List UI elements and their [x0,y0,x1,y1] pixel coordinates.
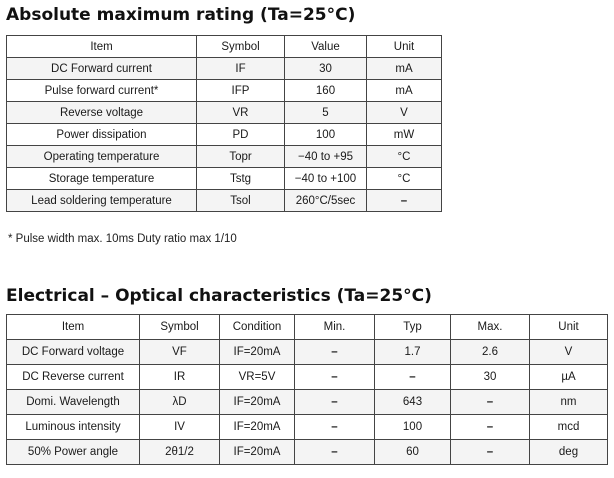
condition-cell: IF=20mA [219,389,295,415]
value-cell: 5 [284,101,367,124]
typ-cell: 60 [374,439,451,465]
symbol-cell: IF [196,57,285,80]
symbol-cell: IFP [196,79,285,102]
symbol-cell: VF [139,339,220,365]
table-row: DC Forward current IF 30 mA [6,57,442,80]
value-cell: 160 [284,79,367,102]
condition-cell: IF=20mA [219,339,295,365]
header-value: Value [284,35,367,58]
item-cell: Power dissipation [6,123,197,146]
table-header-row: Item Symbol Condition Min. Typ Max. Unit [6,314,608,340]
item-cell: Operating temperature [6,145,197,168]
unit-cell: V [529,339,608,365]
table-row: Reverse voltage VR 5 V [6,101,442,124]
min-cell: – [294,439,375,465]
item-cell: 50% Power angle [6,439,140,465]
header-item: Item [6,35,197,58]
item-cell: DC Forward current [6,57,197,80]
header-unit: Unit [529,314,608,340]
header-unit: Unit [366,35,442,58]
unit-cell: deg [529,439,608,465]
unit-cell: °C [366,145,442,168]
symbol-cell: Tstg [196,167,285,190]
symbol-cell: 2θ1/2 [139,439,220,465]
item-cell: Lead soldering temperature [6,189,197,212]
symbol-cell: Topr [196,145,285,168]
table-row: DC Reverse current IR VR=5V – – 30 µA [6,364,608,390]
header-max: Max. [450,314,530,340]
table-row: Power dissipation PD 100 mW [6,123,442,146]
unit-cell: V [366,101,442,124]
item-cell: Storage temperature [6,167,197,190]
value-cell: 260°C/5sec [284,189,367,212]
symbol-cell: IR [139,364,220,390]
typ-cell: 1.7 [374,339,451,365]
unit-cell: mA [366,79,442,102]
electrical-optical-table: Item Symbol Condition Min. Typ Max. Unit… [6,314,608,465]
header-symbol: Symbol [196,35,285,58]
value-cell: 100 [284,123,367,146]
max-cell: – [450,389,530,415]
absolute-max-title: Absolute maximum rating (Ta=25°C) [6,5,356,25]
item-cell: Domi. Wavelength [6,389,140,415]
table-row: Luminous intensity IV IF=20mA – 100 – mc… [6,414,608,440]
table-row: Pulse forward current* IFP 160 mA [6,79,442,102]
table-row: DC Forward voltage VF IF=20mA – 1.7 2.6 … [6,339,608,365]
item-cell: Pulse forward current* [6,79,197,102]
condition-cell: VR=5V [219,364,295,390]
header-condition: Condition [219,314,295,340]
condition-cell: IF=20mA [219,439,295,465]
item-cell: DC Reverse current [6,364,140,390]
symbol-cell: PD [196,123,285,146]
symbol-cell: Tsol [196,189,285,212]
table-row: Operating temperature Topr −40 to +95 °C [6,145,442,168]
value-cell: 30 [284,57,367,80]
unit-cell: mW [366,123,442,146]
unit-cell: °C [366,167,442,190]
unit-cell: mA [366,57,442,80]
table-row: Domi. Wavelength λD IF=20mA – 643 – nm [6,389,608,415]
typ-cell: 643 [374,389,451,415]
typ-cell: – [374,364,451,390]
unit-cell: – [366,189,442,212]
absolute-max-table: Item Symbol Value Unit DC Forward curren… [6,35,442,212]
item-cell: Reverse voltage [6,101,197,124]
min-cell: – [294,414,375,440]
table-row: Storage temperature Tstg −40 to +100 °C [6,167,442,190]
header-item: Item [6,314,140,340]
symbol-cell: IV [139,414,220,440]
min-cell: – [294,364,375,390]
item-cell: Luminous intensity [6,414,140,440]
pulse-footnote: * Pulse width max. 10ms Duty ratio max 1… [8,233,237,245]
min-cell: – [294,339,375,365]
table-header-row: Item Symbol Value Unit [6,35,442,58]
header-typ: Typ [374,314,451,340]
max-cell: 2.6 [450,339,530,365]
value-cell: −40 to +95 [284,145,367,168]
max-cell: 30 [450,364,530,390]
header-min: Min. [294,314,375,340]
item-cell: DC Forward voltage [6,339,140,365]
unit-cell: µA [529,364,608,390]
symbol-cell: VR [196,101,285,124]
header-symbol: Symbol [139,314,220,340]
value-cell: −40 to +100 [284,167,367,190]
max-cell: – [450,414,530,440]
symbol-cell: λD [139,389,220,415]
electrical-optical-title: Electrical – Optical characteristics (Ta… [6,286,432,306]
unit-cell: nm [529,389,608,415]
min-cell: – [294,389,375,415]
table-row: 50% Power angle 2θ1/2 IF=20mA – 60 – deg [6,439,608,465]
table-row: Lead soldering temperature Tsol 260°C/5s… [6,189,442,212]
condition-cell: IF=20mA [219,414,295,440]
unit-cell: mcd [529,414,608,440]
typ-cell: 100 [374,414,451,440]
max-cell: – [450,439,530,465]
